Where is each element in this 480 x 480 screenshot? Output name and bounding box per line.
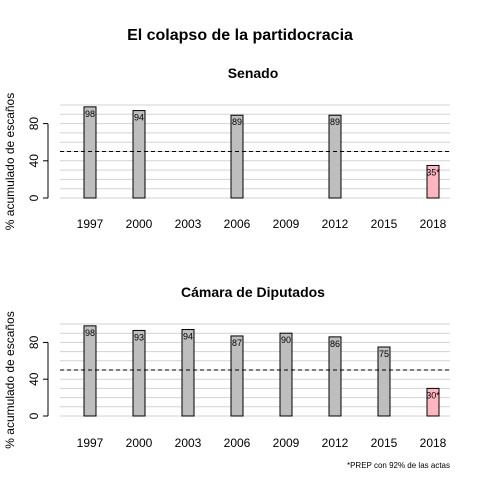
x-tick-label-2000: 2000 [126,436,153,450]
bar-label-2000: 93 [134,332,144,342]
chart-panels: Senado 98 94 89 89 35* 0 40 80 1997 2000 2003 2006 20… [3,65,450,450]
bar-label-2012: 86 [330,339,340,349]
bar-2012 [328,114,342,199]
y-tick-label: 80 [27,117,41,131]
x-tick-label-2003: 2003 [175,436,202,450]
x-tick-label-2012: 2012 [322,217,349,231]
y-tick-label: 0 [27,194,41,201]
bar-2003 [181,329,195,417]
bar-1997 [83,106,97,199]
y-tick-label: 40 [27,372,41,386]
bar-2015 [377,346,391,417]
bar-label-2000: 94 [134,113,144,123]
y-axis-label: % acumulado de escaños [3,311,17,448]
bar-label-2018: 35* [426,167,440,177]
y-tick-label: 80 [27,335,41,349]
bar-2018 [426,387,440,417]
x-tick-label-2015: 2015 [371,436,398,450]
bar-label-2015: 75 [379,349,389,359]
x-tick-label-1997: 1997 [77,436,104,450]
x-tick-label-2009: 2009 [273,217,300,231]
x-tick-label-2000: 2000 [126,217,153,231]
x-tick-label-2006: 2006 [224,436,251,450]
x-tick-label-2018: 2018 [420,436,447,450]
bar-label-2006: 87 [232,338,242,348]
bar-label-2018: 30* [426,390,440,400]
footnote: *PREP con 92% de las actas [347,461,450,470]
panel-title: Senado [228,65,279,81]
panel-title: Cámara de Diputados [181,284,325,300]
x-tick-label-2015: 2015 [371,217,398,231]
bar-label-1997: 98 [85,328,95,338]
y-tick-label: 0 [27,412,41,419]
bar-2009 [279,332,293,417]
bar-2012 [328,336,342,417]
x-tick-label-1997: 1997 [77,217,104,231]
main-title: El colapso de la partidocracia [127,27,353,44]
bar-2000 [132,329,146,417]
panel-diputados: Cámara de Diputados 98 93 94 87 90 86 75 30* 0 40 8… [3,284,450,450]
bar-2018 [426,164,440,199]
x-tick-label-2012: 2012 [322,436,349,450]
x-tick-label-2006: 2006 [224,217,251,231]
bar-2000 [132,110,146,199]
bar-2006 [230,335,244,417]
bar-1997 [83,325,97,417]
panel-senado: Senado 98 94 89 89 35* 0 40 80 1997 2000 2003 2006 20… [3,65,450,231]
y-axis-label: % acumulado de escaños [3,93,17,230]
bar-label-2006: 89 [232,117,242,127]
bar-label-2003: 94 [183,332,193,342]
x-tick-label-2018: 2018 [420,217,447,231]
bar-label-1997: 98 [85,109,95,119]
x-tick-label-2003: 2003 [175,217,202,231]
y-tick-label: 40 [27,154,41,168]
x-tick-label-2009: 2009 [273,436,300,450]
bar-2006 [230,114,244,199]
bar-label-2009: 90 [281,335,291,345]
bar-label-2012: 89 [330,117,340,127]
